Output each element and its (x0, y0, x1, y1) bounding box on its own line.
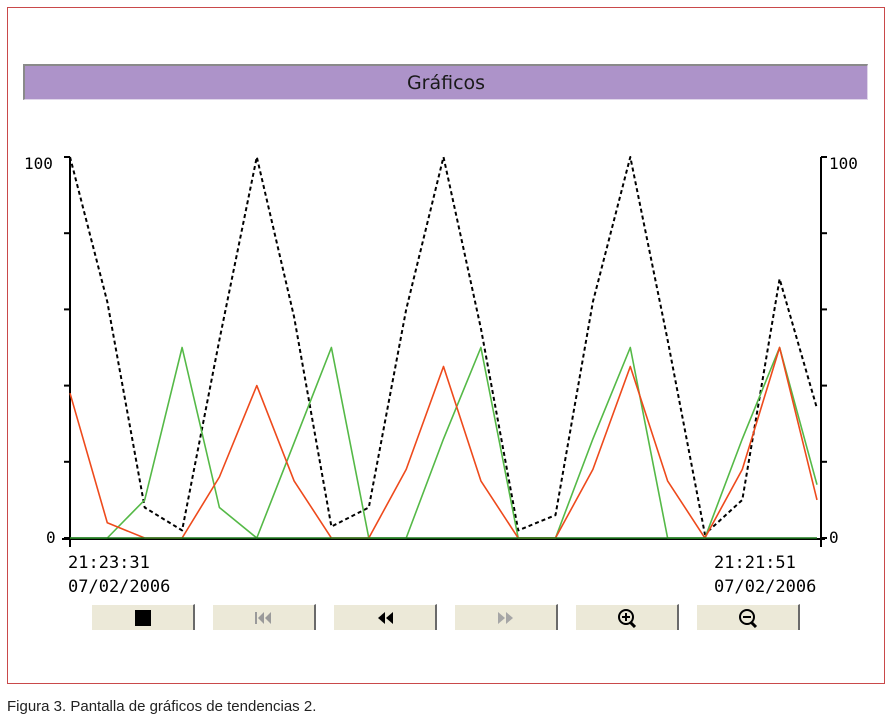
figure-caption: Figura 3. Pantalla de gráficos de tenden… (7, 698, 317, 715)
zoom-out-icon (738, 608, 757, 628)
window-title: Gráficos (406, 71, 486, 94)
end-time-label: 21:21:51 (714, 553, 796, 573)
fast-forward-icon (497, 611, 513, 624)
black-dashed-series-line (69, 156, 818, 536)
end-date-label: 07/02/2006 (714, 577, 817, 597)
right-axis-min-label: 0 (829, 528, 839, 547)
skip-to-start-button[interactable] (212, 604, 316, 630)
stop-button[interactable] (91, 604, 195, 630)
right-axis-ticks (821, 156, 827, 539)
title-bar: Gráficos (23, 64, 868, 100)
left-axis-min-label: 0 (46, 528, 56, 547)
start-date-label: 07/02/2006 (68, 577, 171, 597)
series-layer (69, 156, 818, 539)
skip-to-start-icon (254, 611, 271, 624)
right-axis-max-label: 100 (829, 154, 858, 173)
start-time-label: 21:23:31 (68, 553, 150, 573)
left-axis-ticks (64, 156, 70, 539)
zoom-out-button[interactable] (696, 604, 800, 630)
green-series-line (70, 346, 818, 539)
zoom-in-icon (617, 608, 636, 628)
rewind-button[interactable] (333, 604, 437, 630)
rewind-icon (377, 611, 393, 624)
trend-panel-frame (7, 7, 885, 684)
red-series-line (69, 346, 818, 539)
fast-forward-button[interactable] (454, 604, 558, 630)
left-axis-max-label: 100 (24, 154, 53, 173)
zoom-in-button[interactable] (575, 604, 679, 630)
stop-icon (134, 609, 151, 626)
